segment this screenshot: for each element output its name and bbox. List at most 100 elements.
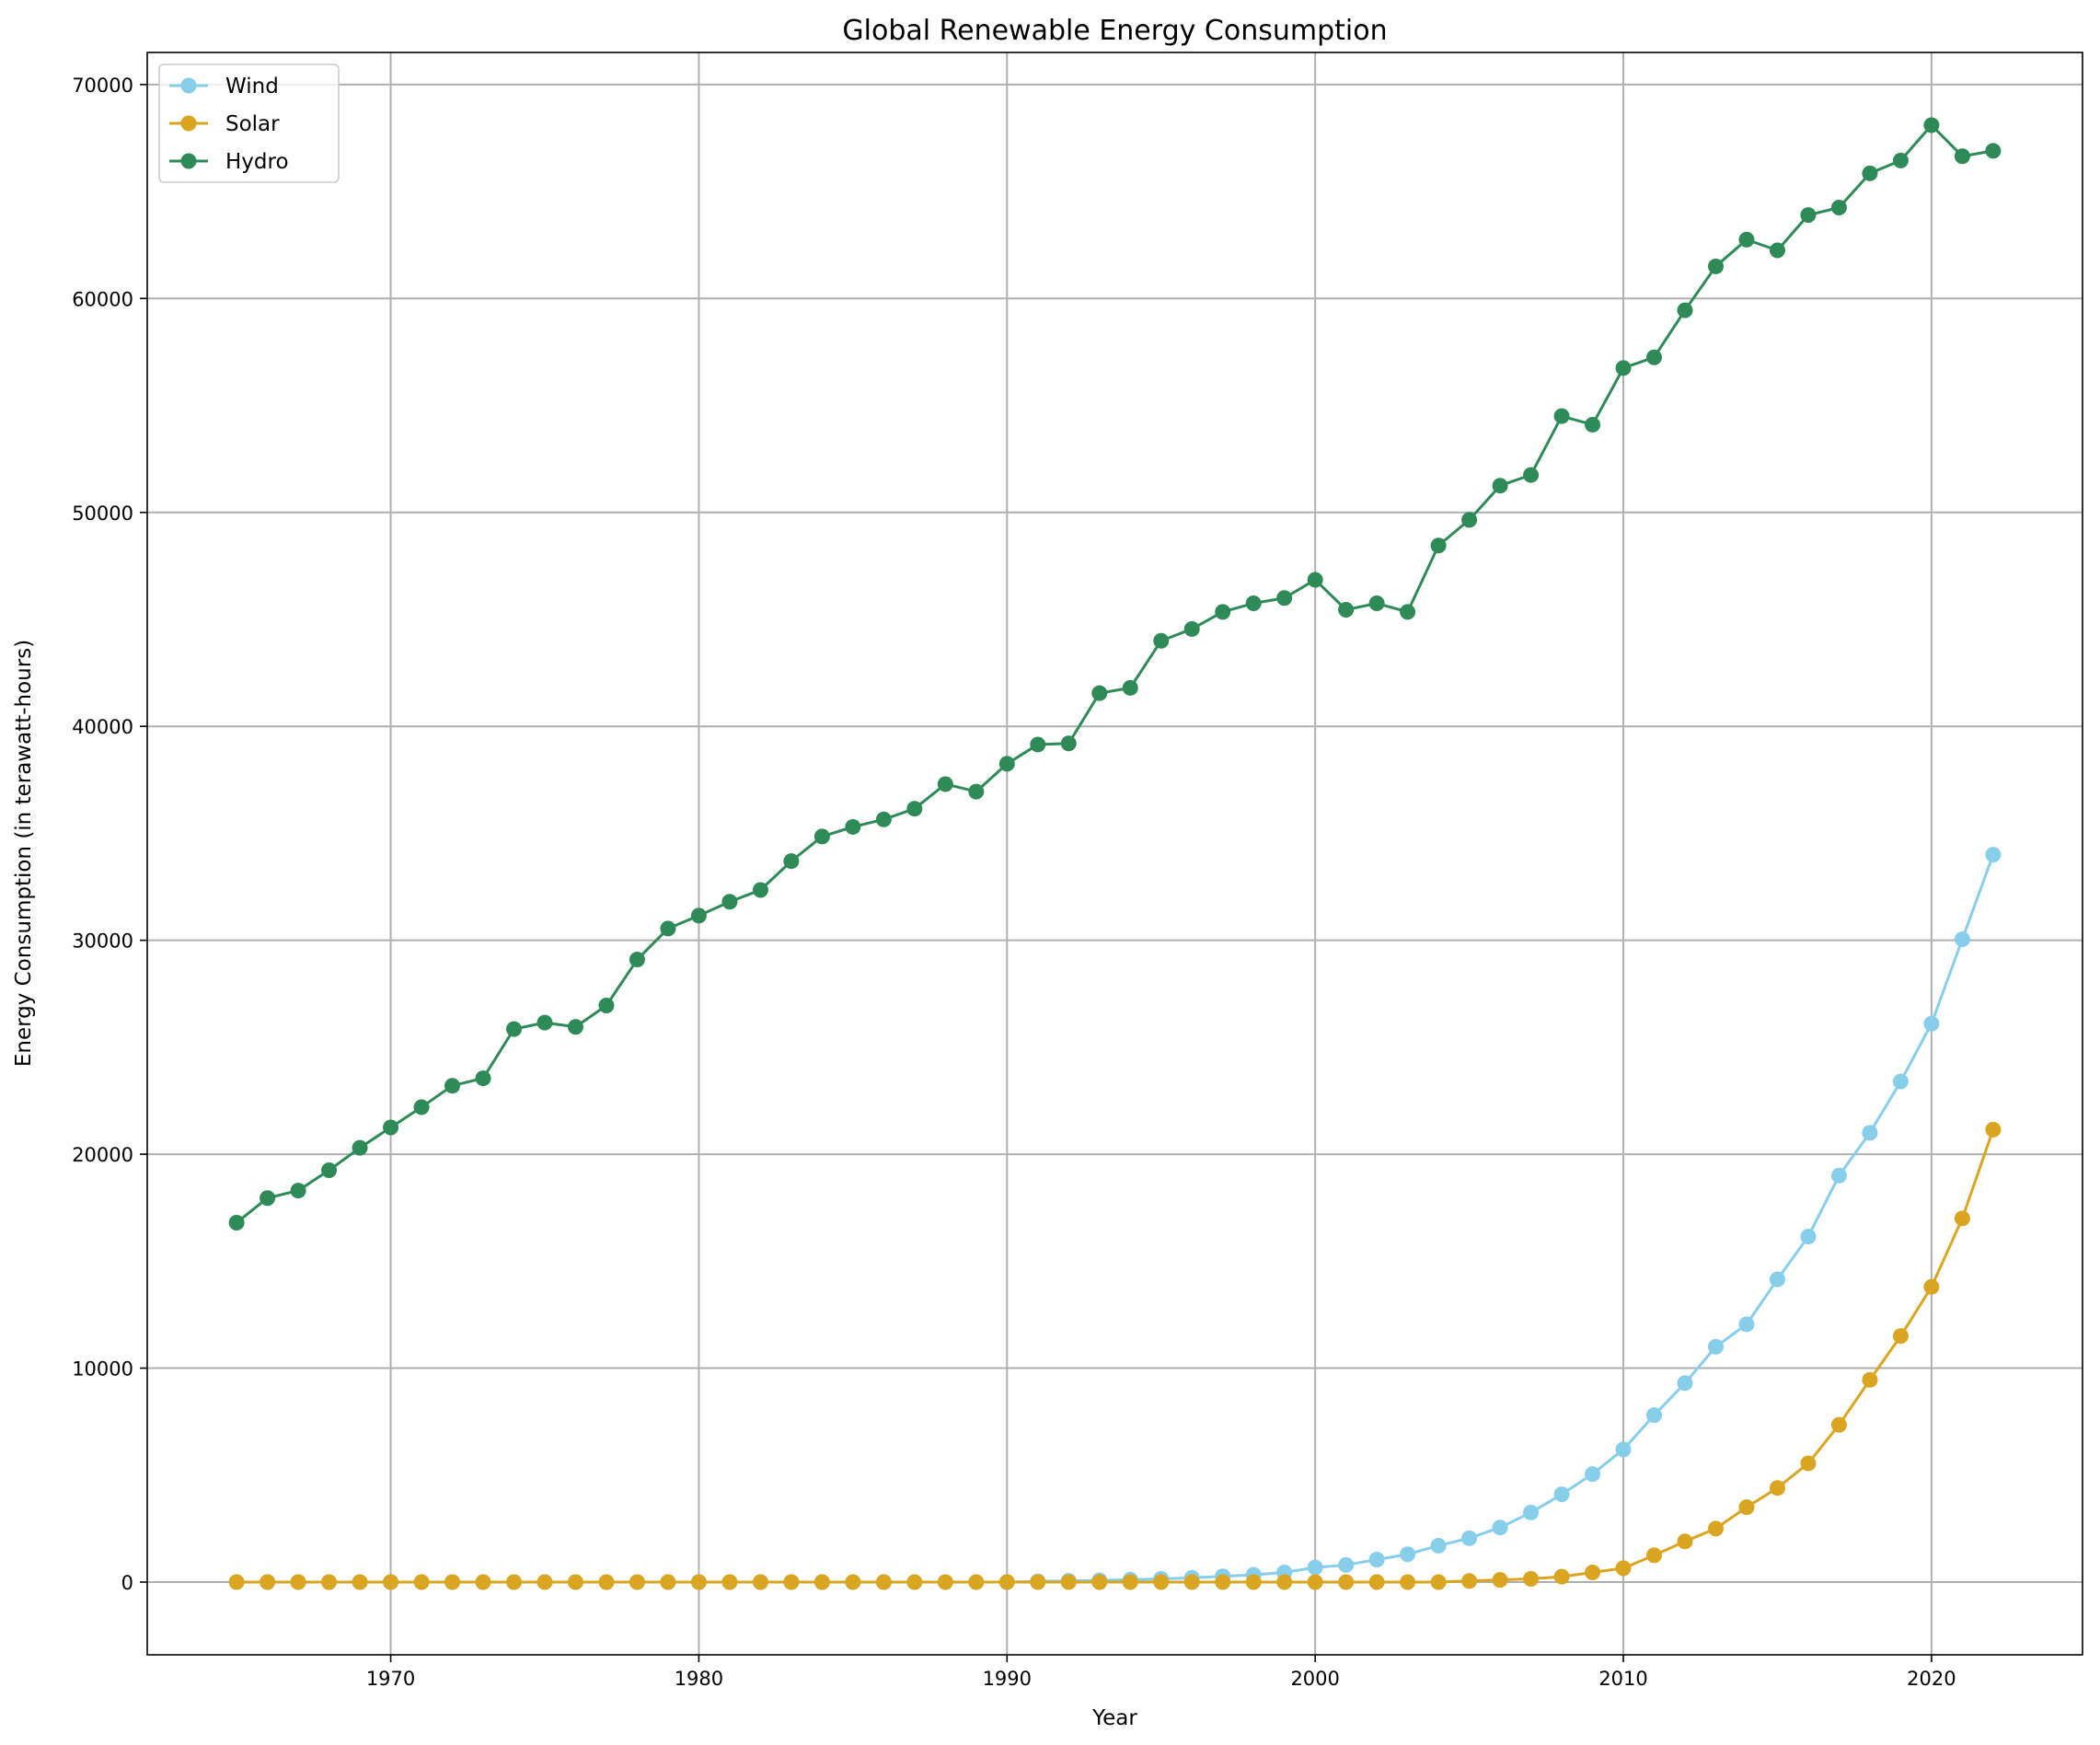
y-axis-label: Energy Consumption (in terawatt-hours): [12, 640, 36, 1067]
hydro-point: [1030, 736, 1046, 753]
solar-point: [906, 1574, 923, 1590]
hydro-point: [1954, 148, 1970, 165]
legend-marker-solar: [180, 115, 197, 132]
wind-point: [1830, 1167, 1847, 1184]
hydro-point: [1985, 143, 2002, 159]
y-tick-label: 60000: [72, 288, 133, 310]
hydro-point: [260, 1190, 276, 1207]
solar-point: [1646, 1547, 1663, 1564]
x-tick-label: 1980: [675, 1668, 723, 1690]
wind-point: [1430, 1537, 1447, 1554]
hydro-point: [537, 1014, 553, 1031]
solar-point: [1276, 1574, 1293, 1590]
chart-title: Global Renewable Energy Consumption: [842, 15, 1387, 47]
hydro-point: [1091, 685, 1108, 701]
wind-point: [1677, 1375, 1693, 1392]
solar-point: [506, 1574, 522, 1590]
solar-point: [845, 1574, 861, 1590]
solar-point: [1892, 1328, 1909, 1345]
solar-point: [1091, 1574, 1108, 1590]
legend: Wind Solar Hydro: [158, 64, 340, 183]
solar-point: [1553, 1568, 1570, 1585]
solar-point: [1830, 1416, 1847, 1433]
solar-point: [1368, 1574, 1385, 1590]
hydro-line: [236, 123, 1994, 1224]
solar-point: [1769, 1480, 1785, 1497]
solar-point: [875, 1574, 892, 1590]
solar-point: [567, 1574, 583, 1590]
y-tick-label: 20000: [72, 1144, 133, 1166]
hydro-point: [1615, 360, 1632, 376]
solar-point: [968, 1574, 985, 1590]
series-hydro: [228, 117, 2002, 1231]
wind-point: [1708, 1338, 1724, 1355]
hydro-point: [1553, 408, 1570, 424]
solar-point: [1523, 1570, 1540, 1587]
hydro-point: [1183, 620, 1200, 637]
hydro-point: [1800, 207, 1817, 224]
hydro-point: [228, 1214, 245, 1231]
hydro-point: [1245, 595, 1262, 612]
solar-point: [1430, 1574, 1447, 1590]
solar-point: [690, 1574, 707, 1590]
hydro-point: [598, 998, 615, 1014]
hydro-point: [998, 756, 1015, 772]
hydro-point: [1060, 735, 1077, 752]
hydro-point: [660, 920, 676, 937]
legend-entry-wind: Wind: [169, 75, 279, 98]
legend-label-solar: Solar: [225, 112, 280, 136]
hydro-point: [1738, 231, 1755, 248]
hydro-point: [629, 952, 645, 968]
hydro-point: [906, 801, 923, 817]
solar-point: [598, 1574, 615, 1590]
hydro-point: [1708, 258, 1724, 274]
wind-point: [1985, 847, 2002, 863]
wind-point: [1492, 1520, 1508, 1536]
wind-point: [1862, 1125, 1878, 1141]
hydro-point: [321, 1162, 338, 1179]
solar-point: [1800, 1455, 1817, 1472]
hydro-point: [1400, 604, 1416, 620]
hydro-point: [352, 1139, 368, 1156]
solar-point: [1400, 1574, 1416, 1590]
solar-point: [1461, 1573, 1478, 1589]
wind-point: [1368, 1552, 1385, 1568]
hydro-point: [1338, 602, 1355, 618]
solar-point: [660, 1574, 676, 1590]
x-tick-label: 2010: [1598, 1668, 1647, 1690]
hydro-point: [721, 894, 738, 910]
plot-frame: [146, 52, 2083, 1656]
y-tick-label: 30000: [72, 930, 133, 953]
hydro-point: [1862, 165, 1878, 181]
solar-point: [1862, 1371, 1878, 1388]
hydro-point: [690, 907, 707, 924]
y-tick-label: 10000: [72, 1358, 133, 1381]
hydro-point: [783, 853, 800, 870]
solar-point: [998, 1574, 1015, 1590]
hydro-point: [1830, 200, 1847, 216]
hydro-point: [1307, 572, 1323, 588]
wind-point: [1585, 1466, 1601, 1483]
hydro-point: [383, 1119, 399, 1136]
wind-point: [1307, 1559, 1323, 1576]
solar-point: [413, 1574, 430, 1590]
solar-point: [1985, 1121, 2002, 1138]
hydro-point: [1523, 467, 1540, 483]
series-solar: [228, 1121, 2002, 1590]
wind-point: [1461, 1530, 1478, 1546]
hydro-point: [444, 1078, 461, 1094]
wind-point: [1800, 1229, 1817, 1245]
x-tick-label: 2020: [1907, 1668, 1956, 1690]
wind-point: [1738, 1316, 1755, 1333]
hydro-point: [1461, 512, 1478, 528]
hydro-point: [937, 776, 953, 792]
series-layer: [228, 117, 2002, 1590]
wind-point: [1954, 930, 1970, 947]
wind-point: [1646, 1407, 1663, 1424]
solar-point: [721, 1574, 738, 1590]
solar-point: [813, 1574, 830, 1590]
wind-point: [1769, 1271, 1785, 1288]
solar-point: [1615, 1560, 1632, 1577]
wind-point: [1892, 1073, 1909, 1090]
hydro-point: [1585, 416, 1601, 433]
